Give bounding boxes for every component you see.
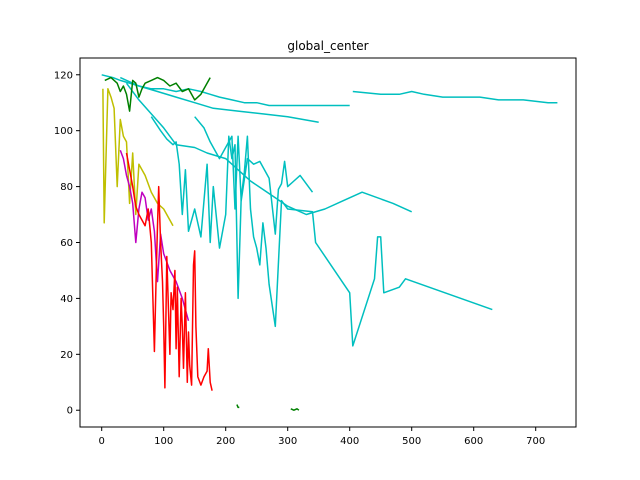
x-tick-label: 400 <box>340 436 359 447</box>
series-0-line-4 <box>150 116 493 347</box>
y-tick-label: 120 <box>54 70 73 81</box>
series-1-line-0 <box>104 76 211 112</box>
series-0-line-2 <box>352 90 558 104</box>
series-group <box>101 74 558 411</box>
x-tick-label: 100 <box>154 436 173 447</box>
x-tick-label: 200 <box>216 436 235 447</box>
x-tick-label: 500 <box>402 436 421 447</box>
series-1-line-2 <box>290 408 300 411</box>
y-tick-label: 0 <box>67 406 73 417</box>
x-axis: 0 100 200 300 400 500 600 700 <box>99 427 545 447</box>
series-1-line-1 <box>236 404 240 409</box>
x-tick-label: 600 <box>464 436 483 447</box>
series-0-line-5 <box>194 116 314 235</box>
x-tick-label: 0 <box>99 436 105 447</box>
x-tick-label: 300 <box>278 436 297 447</box>
y-tick-label: 60 <box>60 238 73 249</box>
y-tick-label: 20 <box>60 350 73 361</box>
x-tick-label: 700 <box>526 436 545 447</box>
y-tick-label: 40 <box>60 294 73 305</box>
y-axis: 0 20 40 60 80 100 120 <box>54 70 80 417</box>
y-tick-label: 100 <box>54 126 73 137</box>
series-0-line-1 <box>119 76 319 124</box>
chart-title: global_center <box>287 39 368 53</box>
series-4-line-0 <box>125 152 213 391</box>
y-tick-label: 80 <box>60 182 73 193</box>
series-3-line-0 <box>119 150 190 322</box>
